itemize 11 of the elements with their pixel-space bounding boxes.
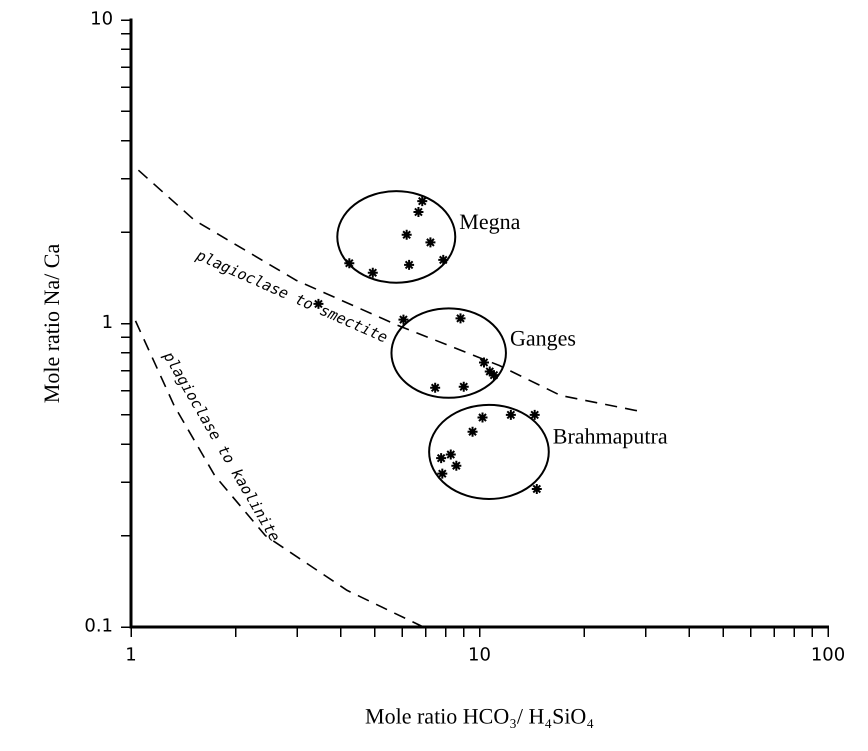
y-tick-label: 1 bbox=[102, 312, 114, 334]
y-tick-label: 0.1 bbox=[84, 616, 114, 637]
series-label: Megna bbox=[459, 208, 521, 234]
x-tick-label: 10 bbox=[468, 644, 491, 666]
y-tick-label: 10 bbox=[90, 8, 114, 30]
x-tick-label: 1 bbox=[125, 644, 137, 666]
x-tick-label: 100 bbox=[810, 644, 846, 666]
y-axis-title: Mole ratio Na/ Ca bbox=[38, 244, 64, 404]
series-label: Brahmaputra bbox=[552, 424, 668, 449]
series-label: Ganges bbox=[510, 325, 576, 350]
x-axis-title: Mole ratio HCO₃/ H₄SiO₄ bbox=[365, 704, 594, 729]
